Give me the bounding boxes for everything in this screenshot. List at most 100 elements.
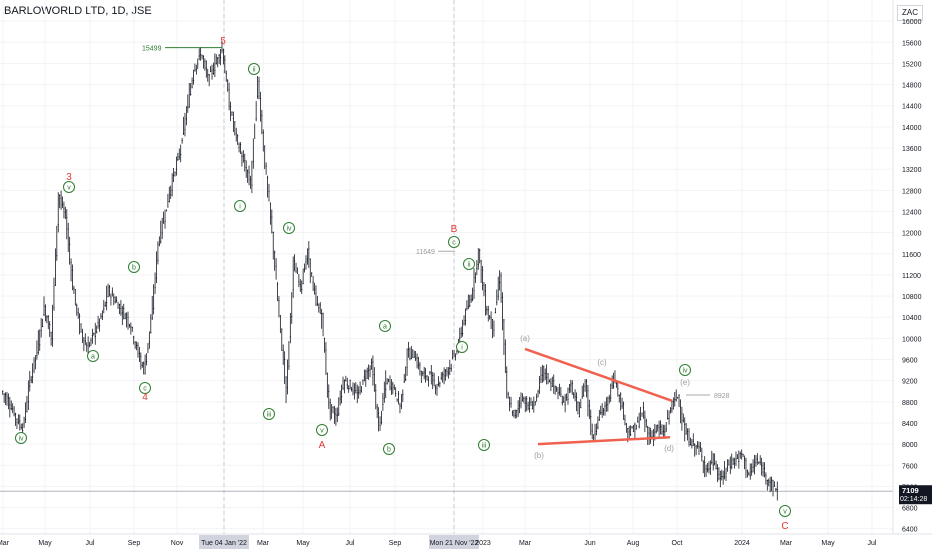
wave-label-green: v	[783, 509, 787, 516]
wave-label-red: C	[781, 521, 788, 532]
wave-circle	[139, 382, 151, 394]
wave-label-green: v	[320, 428, 324, 435]
last-price-tag	[899, 485, 932, 505]
time-tick: Jul	[346, 540, 355, 547]
triangle-lower-line	[537, 435, 671, 446]
wave-label-grey: (a)	[520, 334, 530, 343]
price-tick: 8400	[902, 421, 918, 428]
time-tick: May	[38, 540, 52, 547]
price-tick: 10400	[902, 315, 922, 322]
wave-circle	[379, 320, 391, 332]
wave-label-green: ii	[467, 262, 471, 269]
price-tick: 11600	[902, 252, 921, 259]
wave-label-green: v	[67, 185, 71, 192]
currency-button[interactable]: ZAC	[897, 5, 923, 21]
price-tick: 11200	[902, 273, 921, 280]
price-tick: 9600	[902, 358, 918, 365]
price-tick: 14000	[902, 125, 922, 132]
wave-circle	[87, 350, 99, 362]
wave-circle	[679, 364, 691, 376]
wave-label-red: 4	[142, 392, 148, 403]
wave-label-green: iii	[267, 412, 272, 419]
time-axis[interactable]: Mar May Jul Sep Nov Tue 04 Jan '22 Mar May Jul Se…	[0, 533, 932, 549]
wave-label-green: i	[461, 345, 463, 352]
price-tick: 15600	[902, 40, 922, 47]
wave-label-green: b	[387, 447, 391, 454]
wave-label-red: B	[451, 224, 458, 235]
wave-circle	[478, 439, 490, 451]
wave-label-grey: (b)	[534, 451, 544, 460]
wave-circle	[448, 236, 460, 248]
triangle-upper-line	[524, 347, 673, 402]
time-tick: Sep	[389, 540, 402, 547]
wave-circle	[779, 505, 791, 517]
price-tick: 8800	[902, 400, 918, 407]
price-tick: 6800	[902, 506, 918, 513]
wave-label-red: 3	[66, 172, 72, 183]
time-tick: Sep	[128, 540, 141, 547]
wave-circle	[128, 261, 140, 273]
wave-label-green: c	[143, 386, 147, 393]
price-tick: 14400	[902, 104, 922, 111]
time-tick: Jul	[86, 540, 95, 547]
time-tick: Mar	[519, 540, 532, 547]
wave-label-grey: (d)	[664, 444, 674, 453]
price-tick: 9200	[902, 379, 918, 386]
time-tick: Mar	[0, 540, 10, 547]
wave-circle	[383, 443, 395, 455]
wave-label-green: iv	[18, 436, 24, 443]
time-tick: Nov	[171, 540, 184, 547]
wave-label-green: ii	[252, 67, 256, 74]
wave-label-green: iv	[286, 226, 292, 233]
high-price-label: 15499	[142, 46, 162, 53]
price-axis[interactable]: 16000 15600 15200 14800 14400 14000 13600 13200…	[892, 0, 932, 534]
overlay-lines: 15499 11649 8928	[142, 46, 730, 446]
price-tick: 16000	[902, 19, 922, 26]
price-tick: 7600	[902, 463, 918, 470]
time-tick: 2023	[475, 540, 491, 547]
price-tick: 8000	[902, 442, 918, 449]
time-tick: Mar	[257, 540, 270, 547]
wave-circle	[248, 63, 260, 75]
wave-label-red: A	[319, 440, 326, 451]
wave-labels: 3vivabc45iiiiiiivvAabBciiiiii(a)(b)(c)(d…	[15, 36, 791, 532]
wave-circle	[463, 258, 475, 270]
wave-label-green: b	[132, 265, 136, 272]
time-tick: 2024	[734, 540, 750, 547]
wave-circle	[263, 408, 275, 420]
price-tick: 6400	[902, 527, 918, 534]
wave-label-green: a	[91, 354, 95, 361]
wave-label-red: 5	[220, 36, 226, 47]
price-tick: 14800	[902, 83, 922, 90]
price-tick: 12000	[902, 231, 922, 238]
wave-circle	[15, 432, 27, 444]
time-tick: Jul	[868, 540, 877, 547]
crosshair-date-label: Tue 04 Jan '22	[201, 540, 247, 547]
crosshair-date-box	[199, 535, 249, 549]
wave-circle	[234, 200, 246, 212]
wave-circle	[283, 222, 295, 234]
wave-circle	[316, 424, 328, 436]
symbol-title: BARLOWORLD LTD, 1D, JSE	[4, 5, 152, 17]
price-tick: 12800	[902, 188, 922, 195]
price-tick: 13600	[902, 146, 922, 153]
wave-label-green: iv	[682, 368, 688, 375]
wave-circle	[63, 181, 75, 193]
wave-label-grey: (c)	[597, 358, 607, 367]
grid-lines	[0, 0, 893, 534]
bar-countdown: 02:14:28	[900, 496, 927, 503]
wave-label-grey: (e)	[680, 378, 690, 387]
time-tick: Aug	[627, 540, 640, 547]
crosshair-date-box	[429, 535, 479, 549]
price-tick: 13200	[902, 167, 922, 174]
price-tick: 10000	[902, 336, 922, 343]
time-tick: Mar	[780, 540, 793, 547]
crosshair-date-label: Mon 21 Nov '22	[430, 540, 479, 547]
e-price-label: 8928	[714, 393, 730, 400]
b-price-label: 11649	[416, 249, 435, 256]
wave-circle	[456, 341, 468, 353]
price-tick: 12400	[902, 209, 922, 216]
time-tick: Oct	[672, 540, 683, 547]
time-tick: Jun	[584, 540, 595, 547]
